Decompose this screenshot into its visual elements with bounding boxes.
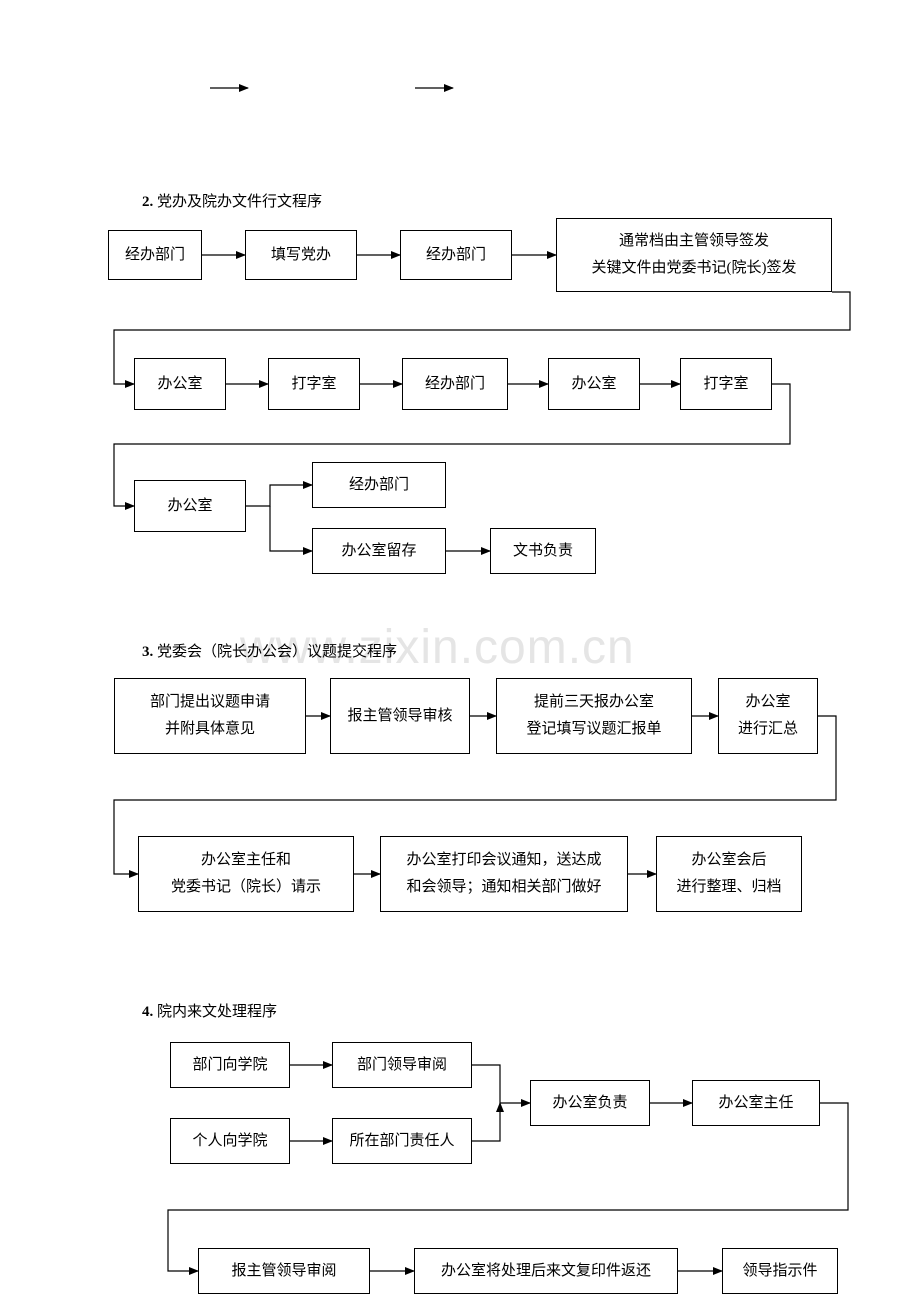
label: 经办部门 <box>125 242 185 269</box>
label: 报主管领导审阅 <box>231 1258 336 1285</box>
label: 经办部门 <box>425 371 485 398</box>
s2-r2-b3: 经办部门 <box>402 358 508 410</box>
heading-3-text: 党委会（院长办公会）议题提交程序 <box>153 644 397 660</box>
heading-2: 2. 党办及院办文件行文程序 <box>142 190 322 211</box>
s3-r2-b3: 办公室会后 进行整理、归档 <box>656 836 802 912</box>
label: 办公室负责 <box>552 1090 627 1117</box>
s4-r1-b5: 办公室负责 <box>530 1080 650 1126</box>
heading-2-text: 党办及院办文件行文程序 <box>153 194 322 210</box>
label-a: 部门提出议题申请 <box>150 689 270 716</box>
s2-r1-b2: 填写党办 <box>245 230 357 280</box>
label-b: 登记填写议题汇报单 <box>526 716 661 743</box>
label: 部门领导审阅 <box>357 1052 447 1079</box>
label: 报主管领导审核 <box>347 703 452 730</box>
s2-r2-b1: 办公室 <box>134 358 226 410</box>
label-b: 进行整理、归档 <box>676 874 781 901</box>
label-b: 关键文件由党委书记(院长)签发 <box>592 255 797 282</box>
s3-r2-b1: 办公室主任和 党委书记（院长）请示 <box>138 836 354 912</box>
label: 打字室 <box>703 371 748 398</box>
label: 办公室将处理后来文复印件返还 <box>441 1258 651 1285</box>
label-b: 和会领导；通知相关部门做好 <box>406 874 601 901</box>
label-a: 办公室会后 <box>691 847 766 874</box>
heading-2-num: 2. <box>142 194 153 210</box>
s3-r2-b2: 办公室打印会议通知，送达成 和会领导；通知相关部门做好 <box>380 836 628 912</box>
s2-r1-b1: 经办部门 <box>108 230 202 280</box>
label: 领导指示件 <box>742 1258 817 1285</box>
page: www.zixin.com.cn 2. 党办及院办文件行文程序 经办部门 填写党… <box>0 0 920 1302</box>
label-a: 办公室打印会议通知，送达成 <box>406 847 601 874</box>
s3-r1-b3: 提前三天报办公室 登记填写议题汇报单 <box>496 678 692 754</box>
label-b: 进行汇总 <box>738 716 798 743</box>
s2-r3-b3: 办公室留存 <box>312 528 446 574</box>
s4-r2-b3: 领导指示件 <box>722 1248 838 1294</box>
s2-r2-b2: 打字室 <box>268 358 360 410</box>
label: 办公室留存 <box>341 538 416 565</box>
label: 部门向学院 <box>192 1052 267 1079</box>
label: 办公室 <box>571 371 616 398</box>
s4-r1-b1: 部门向学院 <box>170 1042 290 1088</box>
heading-4-num: 4. <box>142 1004 153 1020</box>
s2-r2-b4: 办公室 <box>548 358 640 410</box>
label: 打字室 <box>291 371 336 398</box>
label: 填写党办 <box>271 242 331 269</box>
s2-r1-b3: 经办部门 <box>400 230 512 280</box>
s2-r3-b1: 办公室 <box>134 480 246 532</box>
label: 经办部门 <box>426 242 486 269</box>
heading-3-num: 3. <box>142 644 153 660</box>
label-a: 通常档由主管领导签发 <box>619 228 769 255</box>
s4-r1-b2: 部门领导审阅 <box>332 1042 472 1088</box>
s3-r1-b4: 办公室 进行汇总 <box>718 678 818 754</box>
s2-r1-b4: 通常档由主管领导签发 关键文件由党委书记(院长)签发 <box>556 218 832 292</box>
label: 办公室 <box>167 493 212 520</box>
s2-r3-b4: 文书负责 <box>490 528 596 574</box>
s3-r1-b1: 部门提出议题申请 并附具体意见 <box>114 678 306 754</box>
s4-r1-b6: 办公室主任 <box>692 1080 820 1126</box>
heading-4-text: 院内来文处理程序 <box>153 1004 277 1020</box>
label: 办公室主任 <box>718 1090 793 1117</box>
heading-3: 3. 党委会（院长办公会）议题提交程序 <box>142 640 397 661</box>
s2-r2-b5: 打字室 <box>680 358 772 410</box>
s3-r1-b2: 报主管领导审核 <box>330 678 470 754</box>
label: 办公室 <box>157 371 202 398</box>
label-b: 党委书记（院长）请示 <box>171 874 321 901</box>
label: 文书负责 <box>513 538 573 565</box>
heading-4: 4. 院内来文处理程序 <box>142 1000 277 1021</box>
s4-r1-b3: 个人向学院 <box>170 1118 290 1164</box>
label: 经办部门 <box>349 472 409 499</box>
label: 个人向学院 <box>192 1128 267 1155</box>
label: 所在部门责任人 <box>349 1128 454 1155</box>
label-a: 办公室主任和 <box>201 847 291 874</box>
s2-r3-b2: 经办部门 <box>312 462 446 508</box>
s4-r2-b2: 办公室将处理后来文复印件返还 <box>414 1248 678 1294</box>
label-b: 并附具体意见 <box>165 716 255 743</box>
s4-r2-b1: 报主管领导审阅 <box>198 1248 370 1294</box>
s4-r1-b4: 所在部门责任人 <box>332 1118 472 1164</box>
label-a: 办公室 <box>745 689 790 716</box>
label-a: 提前三天报办公室 <box>534 689 654 716</box>
